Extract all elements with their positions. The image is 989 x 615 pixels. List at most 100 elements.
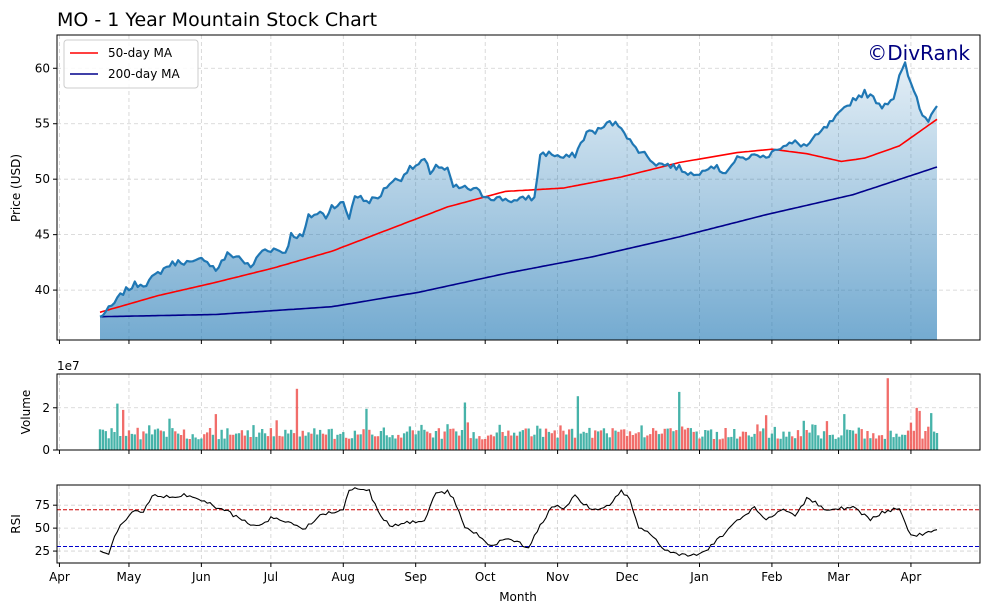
price-ytick-label-0: 40 xyxy=(35,283,50,297)
volume-bar xyxy=(530,436,533,450)
volume-bar xyxy=(724,428,727,450)
rsi-grid xyxy=(57,485,980,563)
volume-ytick-label-0: 0 xyxy=(42,443,50,457)
volume-bar xyxy=(544,428,548,450)
volume-bar xyxy=(637,432,640,450)
volume-bar xyxy=(237,433,241,450)
volume-bar xyxy=(266,436,270,450)
volume-bar xyxy=(307,432,310,450)
volume-bar xyxy=(339,433,342,450)
volume-bar xyxy=(559,425,562,450)
volume-bar xyxy=(110,428,113,450)
volume-bar xyxy=(220,429,223,450)
volume-bar xyxy=(767,437,771,450)
month-label-3: Jul xyxy=(263,570,278,584)
volume-bar xyxy=(524,428,527,450)
volume-bar xyxy=(463,402,467,450)
volume-bar xyxy=(634,433,637,450)
volume-bar xyxy=(165,436,168,450)
volume-bar xyxy=(738,436,742,450)
volume-bar xyxy=(712,439,716,450)
volume-bar xyxy=(188,439,191,450)
volume-bar xyxy=(649,434,652,450)
price-line xyxy=(99,61,938,318)
volume-bar xyxy=(249,437,252,450)
volume-bar xyxy=(822,431,826,450)
volume-bar xyxy=(886,378,889,450)
legend-frame xyxy=(63,39,199,89)
volume-bar xyxy=(837,437,840,450)
volume-bar xyxy=(663,428,666,450)
volume-bar xyxy=(570,428,574,450)
price-ytick-label-1: 45 xyxy=(35,228,50,242)
volume-bar xyxy=(258,432,261,450)
volume-bar xyxy=(498,424,501,450)
volume-bar xyxy=(365,408,368,450)
volume-bar xyxy=(373,436,377,450)
volume-bar xyxy=(382,427,385,450)
volume-bar xyxy=(136,427,139,450)
volume-bar xyxy=(232,434,235,450)
ma50-line xyxy=(99,118,938,314)
volume-bar xyxy=(417,430,420,450)
volume-bar xyxy=(324,434,328,450)
volume-bar xyxy=(162,431,165,450)
volume-bar xyxy=(721,438,724,450)
volume-bar xyxy=(921,438,924,450)
volume-bar xyxy=(785,436,788,450)
volume-bar xyxy=(252,425,255,450)
volume-bar xyxy=(368,429,371,450)
volume-bar xyxy=(292,433,296,450)
volume-bar xyxy=(353,430,357,450)
volume-bar xyxy=(426,431,429,450)
volume-bar xyxy=(278,435,281,450)
volume-bar xyxy=(625,435,629,450)
volume-bar xyxy=(313,428,316,450)
month-label-5: Sep xyxy=(404,570,427,584)
volume-bar xyxy=(104,431,107,450)
volume-bar xyxy=(484,439,487,450)
volume-bar xyxy=(892,437,895,450)
volume-bar xyxy=(440,438,443,450)
volume-bar xyxy=(796,430,800,450)
volume-bar xyxy=(718,439,721,450)
volume-bar xyxy=(469,438,472,450)
volume-bar xyxy=(174,431,177,450)
volume-bar xyxy=(819,438,823,450)
volume-bar xyxy=(518,431,522,450)
volume-bar xyxy=(446,424,449,450)
volume-panel: 02 1e7 Volume xyxy=(19,359,981,457)
volume-bar xyxy=(127,430,131,450)
volume-y-axis: 02 xyxy=(42,401,57,457)
volume-bar xyxy=(211,434,215,450)
volume-bar xyxy=(909,422,913,450)
volume-bar xyxy=(539,428,542,450)
volume-bar xyxy=(932,431,936,450)
volume-bar xyxy=(414,434,417,450)
volume-panel-frame xyxy=(56,373,981,451)
volume-bar xyxy=(142,431,145,450)
volume-bar xyxy=(704,430,707,450)
volume-x-ticks xyxy=(58,450,912,454)
volume-bar xyxy=(371,434,374,450)
rsi-x-axis: Apr May Jun Jul Aug Sep Oct Nov Dec Jan Feb Mar Apr xyxy=(49,563,921,584)
volume-bar xyxy=(628,431,632,450)
volume-bar xyxy=(443,431,446,450)
volume-bar xyxy=(660,433,664,450)
legend-label-ma200: 200-day MA xyxy=(108,67,180,81)
volume-bar xyxy=(588,427,591,450)
price-mountain-fill xyxy=(100,62,937,341)
volume-bar xyxy=(182,429,186,450)
price-panel: 40 45 50 55 60 Price (USD) 50-day MA 200-day… xyxy=(9,34,981,344)
volume-bar xyxy=(672,431,675,450)
volume-bar xyxy=(851,430,855,450)
volume-bar xyxy=(776,438,779,450)
volume-bar xyxy=(336,434,339,450)
volume-bar xyxy=(527,428,530,450)
volume-bar xyxy=(707,430,710,450)
volume-bar xyxy=(171,428,174,450)
volume-bar xyxy=(872,433,875,450)
volume-bar xyxy=(122,409,125,450)
month-label-4: Aug xyxy=(332,570,355,584)
volume-bar xyxy=(139,439,142,450)
